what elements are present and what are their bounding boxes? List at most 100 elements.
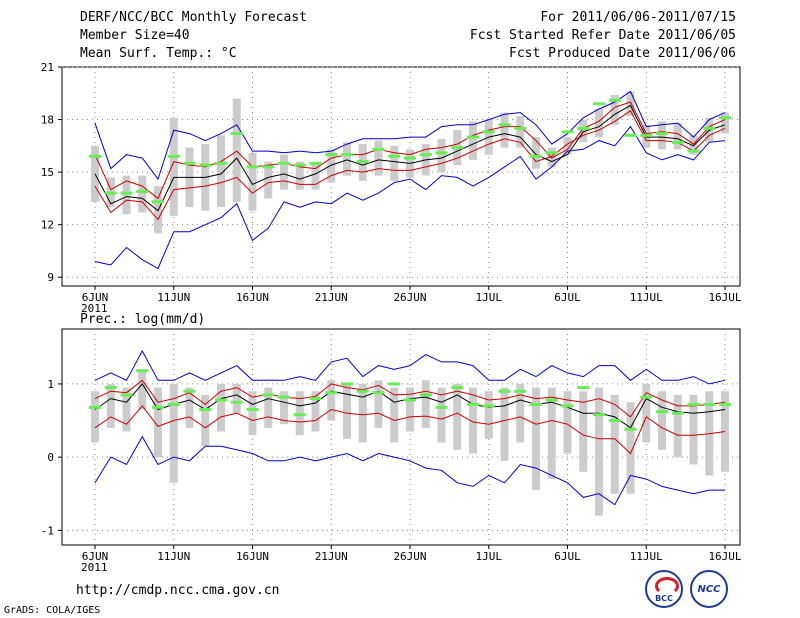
- x-tick-label: 16JUL: [708, 550, 741, 563]
- mean-marker: [419, 393, 432, 397]
- mean-marker: [514, 389, 527, 393]
- mean-marker: [404, 398, 416, 402]
- mean-marker: [104, 191, 117, 195]
- chart-title: DERF/NCC/BCC Monthly Forecast: [80, 10, 307, 25]
- spread-box: [154, 387, 162, 458]
- mean-marker: [120, 191, 133, 195]
- source-url[interactable]: http://cmdp.ncc.cma.gov.cn: [76, 583, 280, 598]
- mean-marker: [262, 165, 275, 169]
- mean-marker: [703, 126, 716, 130]
- mean-marker: [152, 200, 164, 204]
- mean-marker: [278, 161, 290, 165]
- spread-box: [421, 380, 430, 428]
- member-size-label: Member Size=40: [80, 28, 190, 43]
- y-tick-label: 0: [47, 451, 54, 464]
- mean-marker: [671, 140, 684, 144]
- mean-marker: [687, 402, 700, 406]
- x-tick-label: 11JUL: [630, 291, 663, 304]
- mean-marker: [719, 402, 731, 406]
- spread-box: [390, 145, 399, 181]
- spread-box: [595, 109, 603, 138]
- spread-box: [169, 117, 178, 216]
- y-tick-label: 21: [41, 61, 54, 74]
- chart-panel-1: 9 12 15 18 21 6JUN 11JUN 16JUN 21JUN 26JUN 1JUL 6JU…: [41, 61, 742, 315]
- mean-marker: [183, 161, 196, 165]
- mean-marker: [136, 369, 149, 373]
- y-tick-label: 9: [47, 271, 54, 284]
- mean-marker: [498, 123, 511, 127]
- mean-marker: [719, 116, 731, 120]
- year-label: 2011: [81, 561, 108, 574]
- spread-box: [563, 137, 572, 155]
- spread-box: [327, 380, 336, 421]
- mean-marker: [356, 160, 369, 164]
- max-line: [94, 349, 726, 385]
- mean-marker: [577, 386, 590, 390]
- mean-marker: [640, 395, 653, 399]
- mean-marker: [152, 405, 164, 409]
- mean-marker: [593, 413, 605, 417]
- spread-box: [169, 383, 178, 483]
- spread-box: [642, 383, 651, 443]
- spread-box: [91, 391, 99, 443]
- mean-marker: [530, 402, 542, 406]
- mean-marker: [498, 389, 511, 393]
- mean-marker: [671, 411, 684, 415]
- y-tick-label: 1: [47, 378, 54, 391]
- mean-marker: [451, 386, 464, 390]
- spread-box: [374, 380, 383, 428]
- spread-box: [374, 140, 383, 176]
- spread-box: [516, 116, 525, 148]
- mean-marker: [545, 398, 558, 402]
- x-tick-label: 11JUN: [157, 550, 190, 563]
- x-tick-label: 6JUL: [554, 291, 581, 304]
- mean-marker: [435, 151, 448, 155]
- mean-marker: [530, 154, 542, 158]
- bcc-swirl-icon: [655, 577, 679, 595]
- variable-label: Mean Surf. Temp.: °C: [80, 46, 237, 61]
- spread-box: [532, 387, 540, 491]
- mean-marker: [167, 402, 180, 406]
- x-tick-label: 21JUN: [315, 291, 348, 304]
- spread-box: [232, 98, 241, 202]
- spread-box: [232, 383, 241, 414]
- mean-marker: [309, 161, 322, 165]
- spread-box: [547, 387, 556, 480]
- mean-marker: [167, 154, 180, 158]
- x-tick-label: 6JUN: [82, 550, 109, 563]
- upper-line: [94, 379, 726, 418]
- spread-box: [658, 121, 666, 150]
- mean-marker: [325, 391, 338, 395]
- spread-box: [500, 112, 509, 148]
- mean-marker: [577, 126, 590, 130]
- spread-box: [122, 175, 131, 215]
- mean-marker: [262, 393, 275, 397]
- min-line: [94, 435, 725, 506]
- spread-box: [390, 387, 399, 443]
- spread-box: [469, 121, 477, 160]
- x-tick-label: 11JUL: [630, 550, 663, 563]
- ncc-logo: NCC: [690, 570, 728, 608]
- mean-marker: [419, 153, 432, 157]
- spread-box: [689, 394, 698, 465]
- x-tick-label: 21JUN: [315, 550, 348, 563]
- spread-box: [248, 152, 257, 211]
- spread-box: [626, 91, 635, 117]
- spread-box: [484, 391, 493, 439]
- mean-marker: [120, 393, 133, 397]
- mean-marker: [482, 404, 495, 408]
- mean-marker: [467, 135, 479, 139]
- spread-box: [721, 112, 729, 134]
- spread-box: [437, 138, 446, 173]
- spread-box: [658, 391, 666, 450]
- bcc-logo-text: BCC: [655, 594, 673, 603]
- mean-marker: [593, 102, 605, 106]
- mean-marker: [293, 163, 306, 167]
- mean-marker: [372, 147, 385, 151]
- mean-marker: [215, 161, 227, 165]
- mean-marker: [624, 133, 637, 137]
- spread-box: [201, 394, 210, 447]
- mean-marker: [372, 391, 385, 395]
- x-tick-label: 1JUL: [476, 291, 503, 304]
- mean-marker: [230, 132, 243, 136]
